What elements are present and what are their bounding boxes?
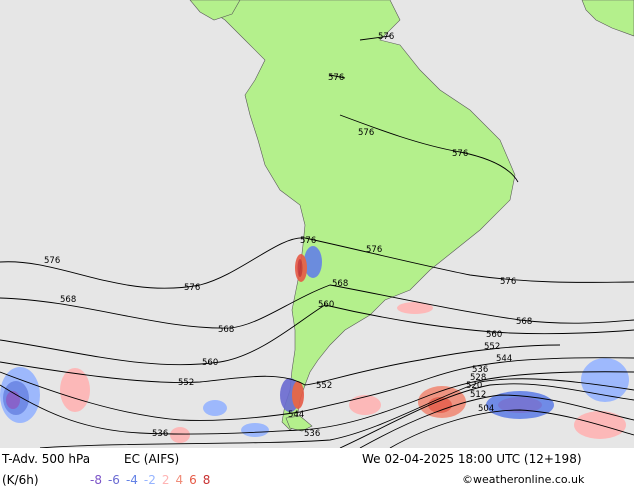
cold-advection-area — [581, 358, 629, 402]
contour-label: 560 — [486, 330, 502, 340]
weather-map: 576 576 576 576 576 576 576 576 576 568 … — [0, 0, 634, 448]
contour-label: 576 — [44, 256, 60, 266]
contour-label: 568 — [332, 279, 348, 289]
contour-528 — [39, 378, 634, 448]
legend-value: -4 — [125, 473, 138, 487]
contour-label: 568 — [60, 295, 76, 305]
cold-advection-area — [304, 246, 322, 278]
legend-value: 4 — [175, 473, 184, 487]
contour-512 — [359, 394, 634, 448]
credit: ©weatheronline.co.uk — [462, 473, 585, 486]
contour-label: 536 — [152, 429, 168, 439]
warm-advection-area — [292, 381, 304, 409]
contour-label: 568 — [516, 317, 532, 327]
contour-label: 576 — [452, 149, 468, 159]
contour-label: 536 — [472, 365, 488, 375]
warm-advection-area — [397, 302, 433, 314]
legend-value: -6 — [107, 473, 120, 487]
contour-576-south — [0, 237, 634, 289]
footer: T-Adv. 500 hPa EC (AIFS) We 02-04-2025 1… — [0, 448, 634, 490]
contour-544 — [0, 357, 634, 421]
legend-value: 6 — [189, 473, 197, 487]
contour-568 — [0, 284, 634, 329]
warm-advection-area — [170, 427, 190, 443]
contour-label: 520 — [466, 381, 482, 391]
tierra-del-fuego-landmass — [285, 415, 313, 432]
cold-advection-area — [498, 397, 542, 413]
model-name: EC (AIFS) — [124, 452, 180, 466]
contour-label: 576 — [378, 32, 394, 42]
contour-label: 544 — [288, 410, 304, 420]
central-america-landmass — [189, 0, 241, 21]
units-label: (K/6h) — [2, 473, 39, 487]
contour-label: 576 — [300, 236, 316, 246]
valid-datetime: We 02-04-2025 18:00 UTC (12+198) — [362, 452, 582, 466]
contour-label: 576 — [328, 73, 344, 83]
contour-576-north — [329, 35, 519, 183]
map-canvas: 576 576 576 576 576 576 576 576 576 568 … — [0, 0, 634, 448]
contour-label: 576 — [366, 245, 382, 255]
contour-520 — [339, 383, 634, 448]
contour-label: 560 — [318, 300, 334, 310]
warm-advection-area — [297, 259, 303, 277]
contour-label: 552 — [178, 378, 194, 388]
contour-536 — [0, 371, 634, 435]
contour-552 — [0, 344, 561, 386]
cold-advection-area — [6, 391, 20, 409]
contour-label: 528 — [470, 373, 486, 383]
contour-label: 552 — [316, 381, 332, 391]
cold-advection-area — [203, 400, 227, 416]
map-title: T-Adv. 500 hPa — [2, 452, 91, 466]
contour-label: 512 — [470, 390, 486, 400]
cold-advection-area — [241, 423, 269, 437]
contour-504 — [389, 409, 634, 448]
africa-landmass — [581, 0, 634, 37]
contour-label: 552 — [484, 342, 500, 352]
legend-value: 8 — [202, 473, 211, 487]
contour-label: 576 — [184, 283, 200, 293]
contour-label-group: 576 576 576 576 576 576 576 576 576 568 … — [44, 32, 532, 439]
contour-label: 544 — [496, 354, 512, 364]
south-america-landmass — [194, 0, 516, 431]
contour-560 — [0, 304, 634, 366]
contour-label: 504 — [478, 404, 494, 414]
contour-label: 560 — [202, 358, 218, 368]
contour-lines — [0, 35, 634, 448]
color-legend: -8 -6 -4 -2 2 4 6 8 — [90, 473, 216, 487]
legend-value: -8 — [90, 473, 102, 487]
legend-value: -2 — [143, 473, 156, 487]
warm-advection-area — [349, 395, 381, 415]
contour-label: 568 — [218, 325, 234, 335]
legend-value: 2 — [161, 473, 170, 487]
contour-label: 576 — [358, 128, 374, 138]
contour-label: 536 — [304, 429, 320, 439]
contour-label: 576 — [500, 277, 516, 287]
